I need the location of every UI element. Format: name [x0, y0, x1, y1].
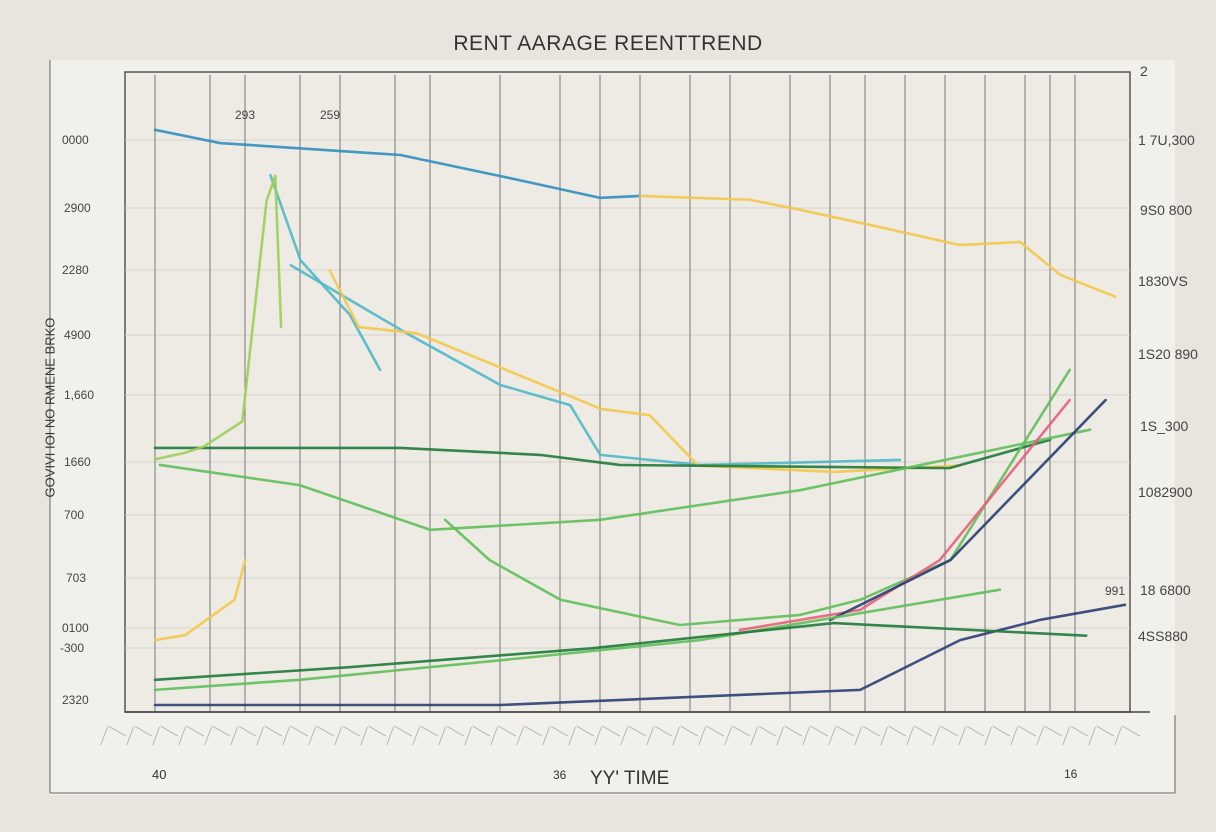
annotation: 991: [1105, 584, 1126, 598]
series-line-10: [828, 398, 1107, 622]
series-line-9: [153, 603, 1127, 707]
y-tick-left: 700: [64, 508, 85, 522]
series-line-0: [153, 128, 642, 200]
y-tick-left: 0100: [62, 621, 89, 635]
series-line-12: [153, 621, 1088, 682]
y-tick-right: 9S0 800: [1140, 202, 1193, 218]
x-axis-label: YY' TIME: [590, 768, 670, 789]
y-tick-right: 2: [1140, 63, 1148, 79]
series-line-1: [638, 194, 1117, 299]
y-tick-left: 2280: [62, 263, 89, 277]
x-tick: 40: [152, 767, 167, 782]
series-line-11: [153, 588, 1002, 692]
series-line-6: [158, 428, 1092, 532]
y-tick-right: 1S20 890: [1138, 346, 1198, 362]
series-line-14: [153, 174, 283, 461]
y-tick-left: 1660: [64, 455, 91, 469]
y-tick-left: -300: [60, 641, 85, 655]
x-tick: 36: [553, 768, 567, 782]
series-line-4: [328, 268, 962, 474]
y-tick-right: 1082900: [1138, 484, 1193, 500]
annotation: 293: [235, 108, 256, 122]
y-tick-right: 1S_300: [1140, 418, 1189, 434]
y-tick-right: 1 7U,300: [1138, 132, 1195, 148]
y-tick-left: 2320: [62, 693, 89, 707]
series-line-5: [153, 438, 1052, 470]
y-tick-right: 4SS880: [1138, 628, 1188, 644]
x-tick: 16: [1064, 767, 1078, 781]
series-line-13: [153, 558, 247, 642]
chart-title: RENT AARAGE REENTTREND: [453, 32, 763, 55]
y-tick-left: 4900: [64, 328, 91, 342]
y-tick-left: 2900: [64, 201, 91, 215]
y-tick-right: 1830VS: [1138, 273, 1188, 289]
y-tick-left: 703: [66, 571, 87, 585]
plot-frame: [124, 71, 1131, 713]
y-tick-left: 0000: [62, 133, 89, 147]
annotation: 259: [320, 108, 341, 122]
y-tick-left: 1,660: [64, 388, 95, 402]
y-tick-right: 18 6800: [1140, 582, 1191, 598]
y-axis-label: GOVIVI IOI NO RMENE BRKO: [42, 317, 58, 498]
series-line-2: [269, 173, 382, 372]
